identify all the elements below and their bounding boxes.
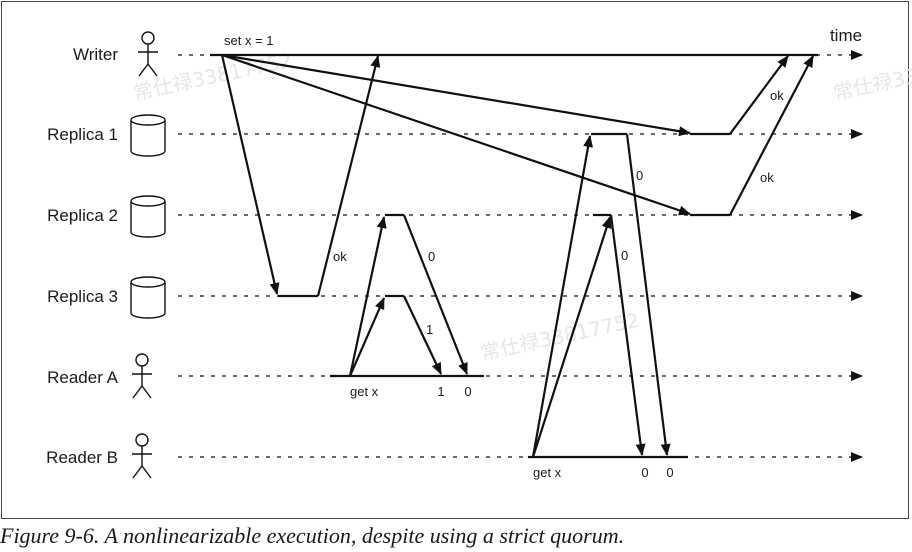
arrow-replica-1-ok xyxy=(729,55,789,135)
lane-label-replica-3: Replica 3 xyxy=(47,287,118,306)
arrow-replica-1-to-reader-b xyxy=(625,133,671,456)
lane-label-replica-1: Replica 1 xyxy=(47,125,118,144)
watermark-layer: 常仕禄33817752 常仕禄33817752 常仕禄33817752 xyxy=(131,48,912,365)
response-label-replica-1-to-reader-b: 0 xyxy=(636,168,643,183)
reader-b-result-1: 0 xyxy=(641,465,648,480)
arrow-reader-a-to-replica-2 xyxy=(348,216,387,377)
reader-a-result-1: 1 xyxy=(437,384,444,399)
write-operation-label: set x = 1 xyxy=(224,33,274,48)
watermark-text: 常仕禄33817752 xyxy=(131,48,294,105)
lane-label-replica-2: Replica 2 xyxy=(47,206,118,225)
read-b-operation-label: get x xyxy=(533,465,562,480)
arrow-reader-b-to-replica-2 xyxy=(531,216,612,458)
arrow-reader-a-to-replica-3 xyxy=(348,297,386,377)
database-icon xyxy=(130,276,166,319)
arrow-replica-3-ok xyxy=(316,55,381,297)
figure-frame xyxy=(1,1,909,519)
arrow-write-to-replica-3 xyxy=(220,54,280,295)
lane-labels: Writer Replica 1 Replica 2 Replica 3 Rea… xyxy=(46,45,118,467)
lane-label-reader-a: Reader A xyxy=(47,368,119,387)
arrow-replica-3-to-reader-a xyxy=(403,295,442,375)
arrow-replica-2-to-reader-b xyxy=(609,214,646,456)
response-label-replica-2-ok: ok xyxy=(760,170,774,185)
arrow-reader-b-to-replica-1 xyxy=(531,135,593,458)
arrow-replica-2-ok xyxy=(729,55,814,216)
message-labels: set x = 1 get x get x ok ok ok 0 1 0 0 1… xyxy=(224,33,784,480)
response-label-replica-3-to-reader-a: 1 xyxy=(426,322,433,337)
message-arrows xyxy=(220,53,814,458)
person-icon xyxy=(132,433,152,479)
person-icon xyxy=(132,353,152,399)
database-icon xyxy=(130,195,166,238)
operation-lines xyxy=(210,53,818,459)
timelines xyxy=(178,50,863,462)
lane-label-writer: Writer xyxy=(73,45,118,64)
response-label-replica-2-to-reader-b: 0 xyxy=(621,248,628,263)
response-label-replica-1-ok: ok xyxy=(770,88,784,103)
database-icon xyxy=(130,114,166,157)
watermark-text: 常仕禄33817752 xyxy=(831,48,912,105)
reader-b-result-2: 0 xyxy=(666,465,673,480)
response-label-replica-3-ok: ok xyxy=(333,249,347,264)
time-axis-label: time xyxy=(830,26,862,45)
watermark-text: 常仕禄33817752 xyxy=(478,308,641,365)
sequence-diagram: 常仕禄33817752 常仕禄33817752 常仕禄33817752 Writ… xyxy=(46,26,912,480)
arrow-write-to-replica-1 xyxy=(221,53,691,137)
lane-label-reader-b: Reader B xyxy=(46,448,118,467)
response-label-replica-2-to-reader-a: 0 xyxy=(428,249,435,264)
reader-a-result-2: 0 xyxy=(464,384,471,399)
read-a-operation-label: get x xyxy=(350,384,379,399)
person-icon xyxy=(138,31,158,77)
arrow-write-to-replica-2 xyxy=(221,53,691,216)
figure-caption: Figure 9-6. A nonlinearizable execution,… xyxy=(0,523,625,548)
arrow-replica-2-to-reader-a xyxy=(402,214,469,375)
